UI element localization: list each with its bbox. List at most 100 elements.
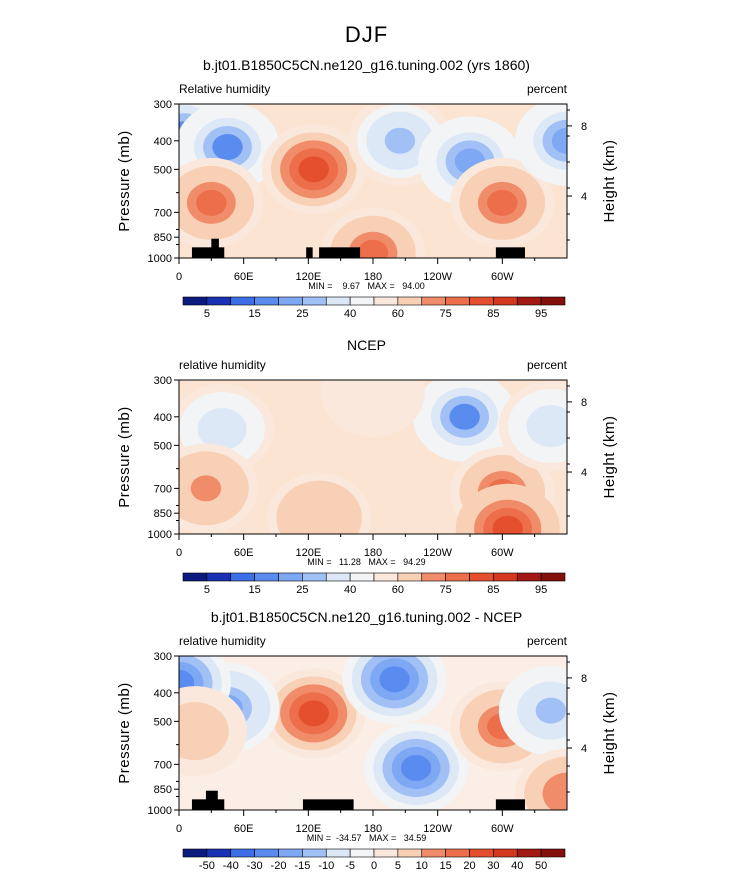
- contour-blob: [535, 413, 567, 440]
- x-tick-label: 120E: [295, 547, 321, 559]
- colorbar-label: 15: [249, 308, 261, 320]
- x-tick-label: 60E: [234, 547, 254, 559]
- colorbar-swatch: [493, 296, 518, 306]
- x-tick-label: 120W: [423, 823, 452, 835]
- panel-3: b.jt01.B1850C5CN.ne120_g16.tuning.002 - …: [116, 609, 618, 872]
- colorbar-swatch: [182, 572, 208, 582]
- colorbar-swatch: [230, 572, 255, 582]
- contour-blob: [179, 718, 211, 745]
- colorbar-label: 85: [487, 584, 499, 596]
- field-contours: [179, 104, 567, 258]
- contour-blob: [298, 700, 329, 727]
- colorbar-label: 75: [440, 308, 452, 320]
- y-tick-label: 1000: [148, 529, 172, 541]
- colorbar-swatch: [493, 848, 518, 858]
- height-tick-label: 4: [581, 467, 587, 479]
- terrain-mask: [495, 247, 525, 258]
- colorbar-swatch: [421, 572, 446, 582]
- colorbar-label: 85: [487, 308, 499, 320]
- colorbar-swatch: [230, 296, 255, 306]
- min-max-stats: MIN = 11.28 MAX = 94.29: [307, 557, 425, 567]
- y-tick-label: 300: [154, 99, 172, 111]
- colorbar-swatch: [206, 572, 232, 582]
- colorbar-label: 40: [344, 308, 356, 320]
- contour-blob: [357, 239, 389, 258]
- y-right-axis-label: Height (km): [601, 415, 618, 498]
- contour-blob: [206, 415, 238, 442]
- colorbar-swatch: [230, 848, 255, 858]
- colorbar-label: -30: [247, 860, 263, 872]
- units-label: percent: [527, 82, 568, 96]
- terrain-mask: [495, 799, 525, 810]
- y-tick-label: 300: [154, 375, 172, 387]
- colorbar-swatch: [397, 848, 423, 858]
- colorbar-swatch: [182, 296, 208, 306]
- colorbar-swatch: [206, 296, 232, 306]
- colorbar-label: -5: [345, 860, 355, 872]
- y-tick-label: 500: [154, 164, 172, 176]
- x-tick-label: 60W: [491, 271, 514, 283]
- colorbar-swatch: [206, 848, 232, 858]
- colorbar-label: 40: [344, 584, 356, 596]
- y-tick-label: 700: [154, 759, 172, 771]
- units-label: percent: [527, 358, 568, 372]
- colorbar-swatch: [373, 572, 399, 582]
- colorbar-swatch: [325, 572, 351, 582]
- colorbar-swatch: [540, 296, 566, 306]
- colorbar-swatch: [278, 848, 303, 858]
- colorbar-label: -40: [223, 860, 239, 872]
- field-contours: [179, 656, 567, 810]
- panel-title: NCEP: [347, 337, 386, 353]
- contour-blob: [551, 780, 567, 807]
- terrain-mask: [302, 799, 354, 810]
- page-title: DJF: [345, 22, 388, 47]
- y-axis-label: Pressure (mb): [116, 406, 133, 508]
- colorbar-swatch: [516, 848, 542, 858]
- panel-1: b.jt01.B1850C5CN.ne120_g16.tuning.002 (y…: [116, 57, 618, 320]
- panel-title: b.jt01.B1850C5CN.ne120_g16.tuning.002 (y…: [203, 57, 530, 73]
- colorbar-label: 15: [249, 584, 261, 596]
- y-tick-label: 1000: [148, 805, 172, 817]
- variable-label: relative humidity: [179, 358, 266, 372]
- y-axis-label: Pressure (mb): [116, 130, 133, 232]
- colorbar-label: 5: [204, 308, 210, 320]
- x-tick-label: 60E: [234, 823, 254, 835]
- colorbar-swatch: [373, 848, 399, 858]
- colorbar-label: 30: [487, 860, 499, 872]
- terrain-mask: [306, 247, 313, 258]
- height-tick-label: 8: [581, 673, 587, 685]
- colorbar-swatch: [445, 848, 470, 858]
- colorbar-label: 5: [204, 584, 210, 596]
- colorbar-swatch: [302, 572, 327, 582]
- min-max-stats: MIN = -34.57 MAX = 34.59: [307, 833, 427, 843]
- colorbar-label: 25: [296, 584, 308, 596]
- contour-blob: [357, 380, 389, 406]
- colorbar-swatch: [373, 296, 399, 306]
- x-tick-label: 0: [176, 547, 182, 559]
- colorbar-swatch: [349, 296, 375, 306]
- colorbar-label: 95: [535, 308, 547, 320]
- contour-blob: [190, 475, 222, 502]
- contour-blob: [196, 189, 227, 216]
- contour-blob: [535, 697, 567, 724]
- colorbar-label: 40: [511, 860, 523, 872]
- colorbar-swatch: [445, 296, 470, 306]
- colorbar-swatch: [325, 296, 351, 306]
- colorbar-label: -10: [318, 860, 334, 872]
- y-tick-label: 400: [154, 412, 172, 424]
- field-contours: [179, 380, 567, 534]
- x-tick-label: 120W: [423, 547, 452, 559]
- y-tick-label: 850: [154, 784, 172, 796]
- contour-blob: [384, 127, 416, 154]
- colorbar-label: 15: [440, 860, 452, 872]
- y-tick-label: 850: [154, 232, 172, 244]
- terrain-mask: [211, 238, 219, 258]
- contour-blob: [449, 403, 480, 430]
- units-label: percent: [527, 634, 568, 648]
- y-tick-label: 300: [154, 651, 172, 663]
- colorbar-swatch: [254, 296, 279, 306]
- x-tick-label: 60W: [491, 823, 514, 835]
- colorbar-swatch: [421, 848, 446, 858]
- panel-title: b.jt01.B1850C5CN.ne120_g16.tuning.002 - …: [211, 609, 522, 625]
